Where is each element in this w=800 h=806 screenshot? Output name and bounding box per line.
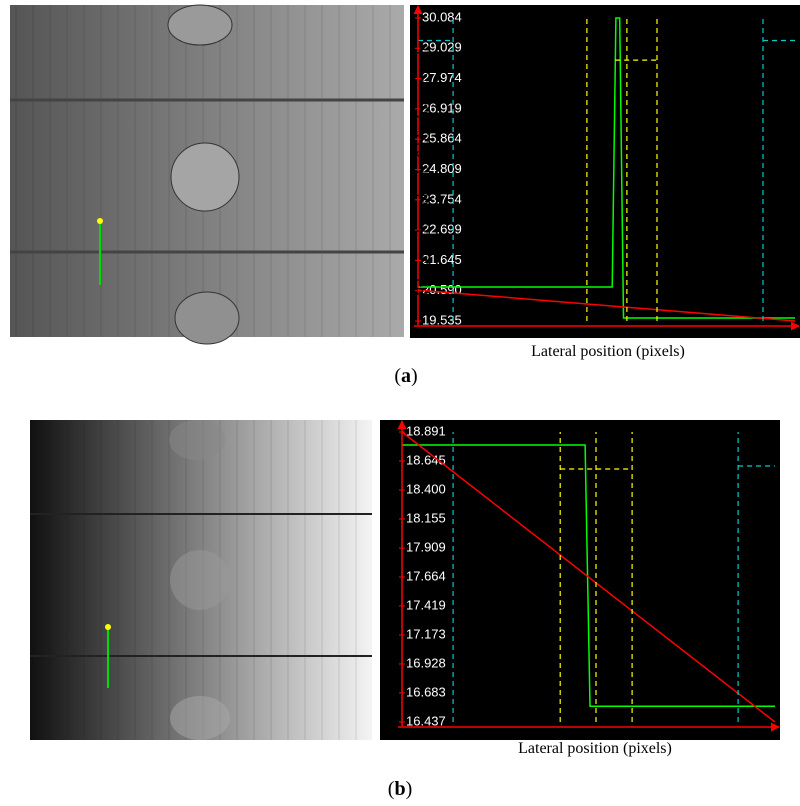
y-tick-label: 17.173 <box>406 626 446 641</box>
y-tick-label: 26.919 <box>422 100 462 115</box>
y-tick-label: 18.400 <box>406 481 446 496</box>
y-tick-label: 16.437 <box>406 713 446 728</box>
y-tick-label: 25.864 <box>422 131 462 146</box>
y-tick-label: 18.891 <box>406 423 446 438</box>
y-tick-label: 17.664 <box>406 568 446 583</box>
series-line <box>452 432 775 722</box>
series-line <box>417 289 796 322</box>
y-tick-label: 17.909 <box>406 539 446 554</box>
y-tick-label: 29.029 <box>422 40 462 55</box>
plot-background <box>410 5 800 338</box>
y-tick-label: 27.974 <box>422 70 462 85</box>
panel-caption: (a) <box>394 365 417 387</box>
series-line <box>401 431 776 723</box>
fringe-image <box>10 4 404 345</box>
y-tick-label: 18.155 <box>406 510 446 525</box>
panel-caption: (b) <box>388 778 412 800</box>
y-tick-label: 16.928 <box>406 655 446 670</box>
y-tick-label: 22.699 <box>422 222 462 237</box>
series-line <box>418 17 795 319</box>
panel-letter: a <box>401 365 411 387</box>
y-tick-label: 24.809 <box>422 161 462 176</box>
y-tick-label: 18.645 <box>406 453 446 468</box>
fringe-image <box>30 420 372 740</box>
y-axis-label: Fringe order value in 8 bits image scale <box>415 44 432 297</box>
y-tick-label: 19.535 <box>422 312 462 327</box>
y-tick-label: 17.419 <box>406 597 446 612</box>
plot-background <box>380 420 780 740</box>
y-tick-label: 30.084 <box>422 9 462 24</box>
series-line <box>559 432 633 722</box>
x-axis-label: Lateral position (pixels) <box>518 740 672 757</box>
y-tick-label: 16.683 <box>406 684 446 699</box>
x-axis-label: Lateral position (pixels) <box>531 343 685 360</box>
y-tick-label: 21.645 <box>422 252 462 267</box>
panel-letter: b <box>394 778 405 800</box>
y-tick-label: 23.754 <box>422 191 462 206</box>
y-axis-label: Fringe order value in 8 bits image scale <box>385 461 402 714</box>
